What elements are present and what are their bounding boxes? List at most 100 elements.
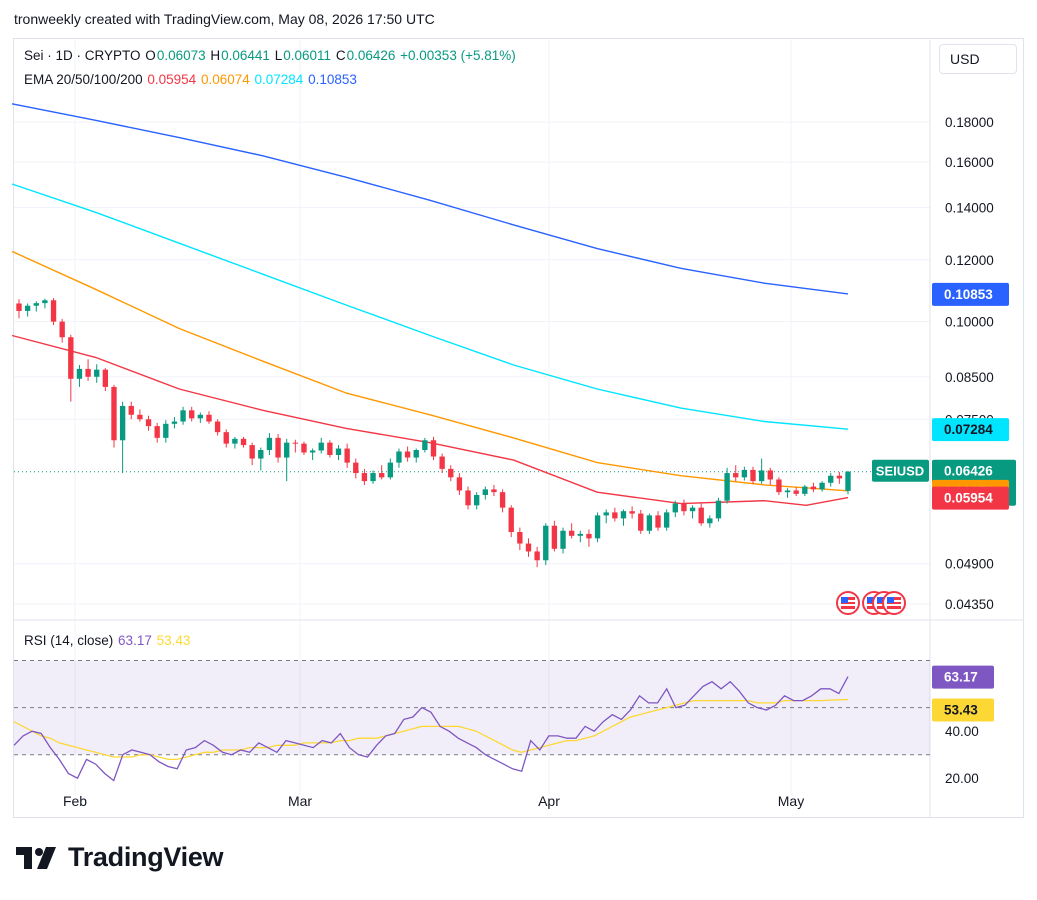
symbol-name[interactable]: Sei · 1D · CRYPTO <box>24 48 141 63</box>
candle-body <box>456 477 463 491</box>
candle <box>24 303 31 317</box>
candle <box>240 436 247 448</box>
candle-body <box>76 368 83 379</box>
candle-body <box>612 512 618 519</box>
candle-body <box>655 515 661 528</box>
candle-body <box>422 440 428 451</box>
candle-body <box>646 515 653 531</box>
candle <box>750 466 756 484</box>
candle-body <box>387 462 393 478</box>
candle-body <box>379 473 385 478</box>
candle <box>387 458 393 480</box>
candle <box>128 401 134 420</box>
candle <box>76 365 83 387</box>
candle-body <box>638 513 644 531</box>
candle <box>586 529 592 547</box>
candle-body <box>474 494 480 506</box>
price-grid <box>14 40 1023 817</box>
candle-body <box>232 438 238 444</box>
candle-body <box>681 503 687 512</box>
candle <box>776 477 782 495</box>
tradingview-brand[interactable]: TradingView <box>16 842 224 873</box>
candle-body <box>197 414 204 419</box>
candle <box>180 406 186 425</box>
candle-body <box>292 442 299 444</box>
close-value: 0.06426 <box>346 48 396 63</box>
candle <box>663 509 670 531</box>
ema50-line <box>11 250 849 492</box>
ema50-value: 0.06074 <box>200 72 250 87</box>
currency-button[interactable]: USD <box>939 44 1017 74</box>
candle <box>33 301 39 312</box>
candle-body <box>258 450 264 459</box>
candle <box>102 368 109 392</box>
candle-body <box>715 500 722 519</box>
candle-body <box>309 450 316 453</box>
candle-body <box>603 512 609 516</box>
candle-body <box>335 448 342 456</box>
rsi-tick-label: 20.00 <box>945 771 979 786</box>
candlesticks <box>16 298 851 568</box>
ema-price-tag: 0.07284 <box>932 418 1009 442</box>
candle <box>258 447 264 471</box>
ema-lines <box>11 103 849 507</box>
candle <box>439 453 445 474</box>
candle-body <box>206 414 212 422</box>
candle <box>42 298 48 309</box>
symbol-legend[interactable]: Sei · 1D · CRYPTO O0.06073 H0.06441 L0.0… <box>24 48 517 63</box>
candle <box>707 515 713 528</box>
candle <box>85 359 91 381</box>
candle <box>508 505 514 538</box>
candle-body <box>327 442 333 456</box>
candle <box>603 509 609 524</box>
chart-frame[interactable] <box>13 38 1024 818</box>
high-label: H <box>210 48 221 63</box>
candle <box>793 487 799 497</box>
candle <box>309 448 316 461</box>
candle-body <box>240 438 247 446</box>
price-tick-label: 0.04900 <box>945 557 994 572</box>
ema-label[interactable]: EMA 20/50/100/200 <box>24 72 143 87</box>
candle <box>154 422 160 443</box>
price-tick-label: 0.08500 <box>945 370 994 385</box>
candle <box>681 499 687 516</box>
flag-canton <box>887 597 894 603</box>
candle-body <box>663 512 670 528</box>
candle <box>845 470 851 495</box>
candle <box>379 465 385 480</box>
candle <box>517 527 523 551</box>
candle-body <box>534 551 540 561</box>
ema-price-tag: 0.10853 <box>932 282 1009 306</box>
rsi-ma-value: 53.43 <box>156 633 191 648</box>
rsi-label[interactable]: RSI (14, close) <box>24 633 114 648</box>
candle <box>292 439 299 453</box>
candle <box>422 437 428 453</box>
time-tick-label: Mar <box>288 793 312 809</box>
candle <box>16 299 22 319</box>
candle-body <box>508 507 514 532</box>
ema-legend[interactable]: EMA 20/50/100/200 0.05954 0.06074 0.0728… <box>24 72 358 87</box>
candle <box>119 401 126 474</box>
brand-name: TradingView <box>68 842 224 872</box>
time-tick-label: Apr <box>538 793 560 809</box>
candle <box>301 441 307 456</box>
candle <box>491 484 497 497</box>
flag-stripe <box>841 604 855 606</box>
close-label: C <box>335 48 346 63</box>
candle-body <box>266 437 273 451</box>
event-flags <box>836 591 906 615</box>
ema-tag-box <box>932 418 1009 442</box>
candle-body <box>24 305 31 311</box>
candle <box>499 489 506 513</box>
ema-tag-label: 0.07284 <box>944 422 993 437</box>
rsi-legend[interactable]: RSI (14, close) 63.17 53.43 <box>24 633 191 648</box>
candle-body <box>448 468 454 478</box>
time-tick-label: May <box>778 793 804 809</box>
candle-body <box>439 456 445 469</box>
ema100-line <box>11 183 849 430</box>
candle-body <box>189 410 195 419</box>
price-tick-label: 0.14000 <box>945 200 994 215</box>
ema200-line <box>11 103 849 295</box>
candle <box>232 436 238 449</box>
